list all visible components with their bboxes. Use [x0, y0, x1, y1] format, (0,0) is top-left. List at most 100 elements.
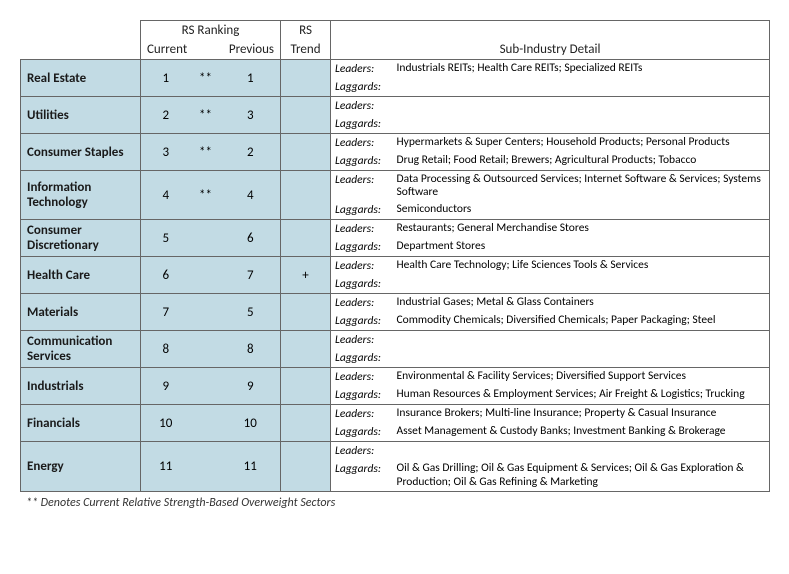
laggards-text: Drug Retail; Food Retail; Brewers; Agric…: [391, 152, 770, 171]
header-trend: Trend: [281, 40, 331, 60]
rank-previous: 6: [221, 220, 281, 257]
leaders-text: Data Processing & Outsourced Services; I…: [391, 171, 770, 202]
rank-trend: [281, 220, 331, 257]
rank-current: 3: [141, 134, 191, 171]
header-current: Current: [141, 40, 191, 60]
rank-trend: [281, 331, 331, 368]
rank-trend: [281, 294, 331, 331]
rank-current: 10: [141, 405, 191, 442]
sector-name: Industrials: [21, 368, 141, 405]
header-rs: RS: [281, 21, 331, 41]
rank-trend: [281, 405, 331, 442]
table-row: Information Technology4**4Leaders:Data P…: [21, 171, 770, 202]
table-row: Communication Services88Leaders:: [21, 331, 770, 350]
rank-current: 8: [141, 331, 191, 368]
laggards-label: Laggards:: [331, 238, 391, 257]
rank-previous: 5: [221, 294, 281, 331]
leaders-label: Leaders:: [331, 257, 391, 276]
rank-current: 4: [141, 171, 191, 220]
rank-mark: **: [191, 97, 221, 134]
leaders-label: Leaders:: [331, 442, 391, 461]
sector-name: Information Technology: [21, 171, 141, 220]
table-row: Financials1010Leaders:Insurance Brokers;…: [21, 405, 770, 424]
rank-current: 7: [141, 294, 191, 331]
leaders-text: [391, 97, 770, 116]
table-row: Consumer Staples3**2Leaders:Hypermarkets…: [21, 134, 770, 153]
table-row: Industrials99Leaders:Environmental & Fac…: [21, 368, 770, 387]
rank-mark: [191, 257, 221, 294]
rank-previous: 11: [221, 442, 281, 491]
leaders-text: Health Care Technology; Life Sciences To…: [391, 257, 770, 276]
leaders-text: Industrial Gases; Metal & Glass Containe…: [391, 294, 770, 313]
sector-name: Financials: [21, 405, 141, 442]
rank-current: 5: [141, 220, 191, 257]
leaders-text: Environmental & Facility Services; Diver…: [391, 368, 770, 387]
rank-previous: 1: [221, 60, 281, 97]
table-row: Real Estate1**1Leaders:Industrials REITs…: [21, 60, 770, 79]
rs-ranking-table: RS Ranking RS Current Previous Trend Sub…: [20, 20, 770, 492]
rank-trend: [281, 442, 331, 491]
laggards-label: Laggards:: [331, 275, 391, 294]
leaders-text: Insurance Brokers; Multi-line Insurance;…: [391, 405, 770, 424]
rank-current: 2: [141, 97, 191, 134]
leaders-label: Leaders:: [331, 220, 391, 239]
leaders-label: Leaders:: [331, 60, 391, 79]
rank-trend: [281, 368, 331, 405]
rank-previous: 9: [221, 368, 281, 405]
rank-previous: 10: [221, 405, 281, 442]
table-row: Energy1111Leaders:: [21, 442, 770, 461]
leaders-label: Leaders:: [331, 405, 391, 424]
laggards-text: [391, 78, 770, 97]
footnote: ** Denotes Current Relative Strength-Bas…: [20, 492, 769, 510]
rank-previous: 4: [221, 171, 281, 220]
leaders-text: [391, 442, 770, 461]
laggards-text: Human Resources & Employment Services; A…: [391, 386, 770, 405]
sector-name: Materials: [21, 294, 141, 331]
rank-current: 1: [141, 60, 191, 97]
leaders-label: Leaders:: [331, 368, 391, 387]
sector-name: Energy: [21, 442, 141, 491]
rank-trend: [281, 97, 331, 134]
rank-mark: [191, 331, 221, 368]
rank-mark: **: [191, 60, 221, 97]
laggards-label: Laggards:: [331, 460, 391, 491]
table-row: Materials75Leaders:Industrial Gases; Met…: [21, 294, 770, 313]
rank-previous: 2: [221, 134, 281, 171]
laggards-label: Laggards:: [331, 201, 391, 220]
rank-previous: 3: [221, 97, 281, 134]
header-row-1: RS Ranking RS: [21, 21, 770, 41]
laggards-text: Oil & Gas Drilling; Oil & Gas Equipment …: [391, 460, 770, 491]
laggards-label: Laggards:: [331, 349, 391, 368]
rank-current: 6: [141, 257, 191, 294]
rank-previous: 7: [221, 257, 281, 294]
header-rs-ranking: RS Ranking: [141, 21, 281, 41]
leaders-text: [391, 331, 770, 350]
rank-trend: [281, 134, 331, 171]
leaders-label: Leaders:: [331, 171, 391, 202]
rank-current: 11: [141, 442, 191, 491]
rank-trend: [281, 60, 331, 97]
header-sub-industry-detail: Sub-Industry Detail: [331, 40, 770, 60]
sector-name: Real Estate: [21, 60, 141, 97]
laggards-label: Laggards:: [331, 78, 391, 97]
leaders-text: Restaurants; General Merchandise Stores: [391, 220, 770, 239]
table-row: Health Care67+Leaders:Health Care Techno…: [21, 257, 770, 276]
leaders-label: Leaders:: [331, 134, 391, 153]
leaders-label: Leaders:: [331, 97, 391, 116]
table-row: Consumer Discretionary56Leaders:Restaura…: [21, 220, 770, 239]
rank-mark: [191, 442, 221, 491]
laggards-text: [391, 349, 770, 368]
rank-mark: **: [191, 171, 221, 220]
rank-current: 9: [141, 368, 191, 405]
laggards-label: Laggards:: [331, 312, 391, 331]
laggards-label: Laggards:: [331, 386, 391, 405]
laggards-text: Asset Management & Custody Banks; Invest…: [391, 423, 770, 442]
rank-mark: **: [191, 134, 221, 171]
sector-name: Communication Services: [21, 331, 141, 368]
laggards-text: [391, 115, 770, 134]
leaders-label: Leaders:: [331, 331, 391, 350]
header-previous: Previous: [221, 40, 281, 60]
laggards-text: Semiconductors: [391, 201, 770, 220]
header-row-2: Current Previous Trend Sub-Industry Deta…: [21, 40, 770, 60]
laggards-label: Laggards:: [331, 115, 391, 134]
